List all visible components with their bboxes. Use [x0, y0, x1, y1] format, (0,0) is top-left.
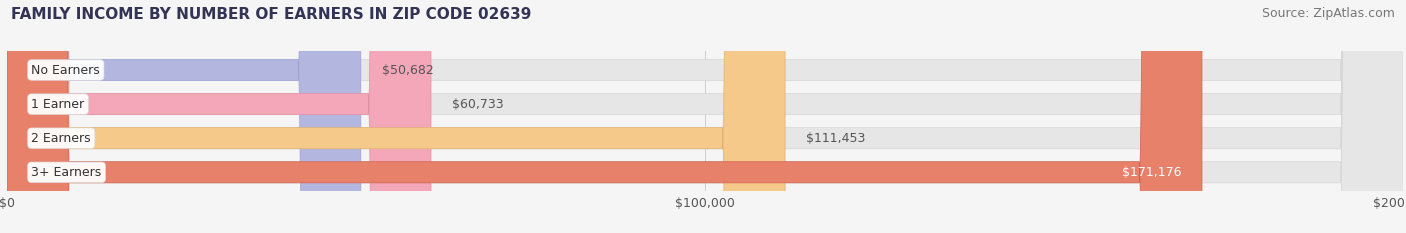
Text: $171,176: $171,176	[1122, 166, 1181, 179]
FancyBboxPatch shape	[7, 0, 1403, 233]
FancyBboxPatch shape	[7, 0, 1202, 233]
Text: 1 Earner: 1 Earner	[31, 98, 84, 111]
Text: $111,453: $111,453	[806, 132, 865, 145]
Text: Source: ZipAtlas.com: Source: ZipAtlas.com	[1261, 7, 1395, 20]
Text: FAMILY INCOME BY NUMBER OF EARNERS IN ZIP CODE 02639: FAMILY INCOME BY NUMBER OF EARNERS IN ZI…	[11, 7, 531, 22]
FancyBboxPatch shape	[7, 0, 1403, 233]
Text: $60,733: $60,733	[451, 98, 503, 111]
Text: 2 Earners: 2 Earners	[31, 132, 91, 145]
Text: $50,682: $50,682	[382, 64, 433, 76]
FancyBboxPatch shape	[7, 0, 361, 233]
FancyBboxPatch shape	[7, 0, 432, 233]
FancyBboxPatch shape	[7, 0, 785, 233]
FancyBboxPatch shape	[7, 0, 1403, 233]
FancyBboxPatch shape	[7, 0, 1403, 233]
Text: No Earners: No Earners	[31, 64, 100, 76]
Text: 3+ Earners: 3+ Earners	[31, 166, 101, 179]
